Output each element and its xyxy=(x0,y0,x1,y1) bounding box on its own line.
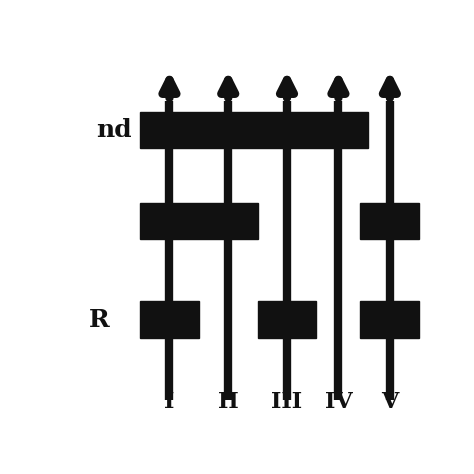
Text: III: III xyxy=(272,391,302,413)
Bar xyxy=(360,203,419,239)
Text: R: R xyxy=(89,308,109,332)
Bar xyxy=(258,301,316,338)
Text: V: V xyxy=(381,391,399,413)
Bar xyxy=(140,112,368,148)
Text: II: II xyxy=(218,391,238,413)
Bar xyxy=(360,301,419,338)
Bar xyxy=(140,301,199,338)
Bar xyxy=(140,203,258,239)
Text: IV: IV xyxy=(325,391,352,413)
Text: nd: nd xyxy=(96,118,132,142)
Text: I: I xyxy=(164,391,174,413)
